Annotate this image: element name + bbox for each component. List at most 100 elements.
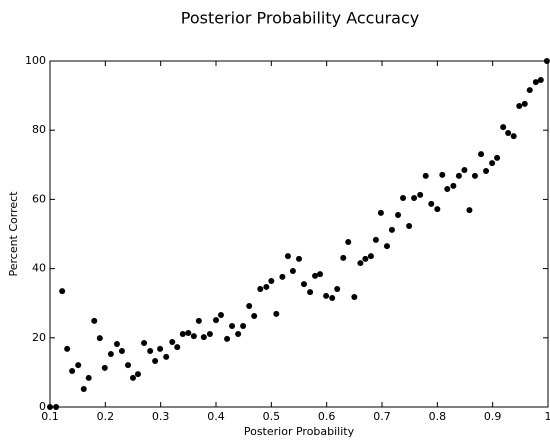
point <box>114 341 120 347</box>
point <box>130 375 136 381</box>
point <box>406 223 412 229</box>
point <box>527 87 533 93</box>
point <box>279 274 285 280</box>
point <box>174 344 180 350</box>
point <box>152 358 158 364</box>
point <box>368 253 374 259</box>
point <box>362 256 368 262</box>
point <box>323 293 329 299</box>
point <box>268 278 274 284</box>
point <box>246 303 252 309</box>
point <box>389 227 395 233</box>
point <box>489 160 495 166</box>
point <box>307 289 313 295</box>
point <box>201 334 207 340</box>
point <box>141 340 147 346</box>
y-tick-label: 80 <box>32 123 46 136</box>
point <box>91 318 97 324</box>
point <box>439 172 445 178</box>
point <box>483 168 489 174</box>
x-tick-label: 0.5 <box>263 410 281 423</box>
point <box>102 365 108 371</box>
point <box>64 346 70 352</box>
point <box>285 253 291 259</box>
point <box>505 130 511 136</box>
point <box>69 368 75 374</box>
point <box>456 173 462 179</box>
point <box>97 335 103 341</box>
point <box>411 195 417 201</box>
point <box>191 333 197 339</box>
point <box>395 212 401 218</box>
x-tick-label: 0.4 <box>207 410 225 423</box>
point <box>224 336 230 342</box>
point <box>538 77 544 83</box>
point <box>472 173 478 179</box>
x-tick-label: 0.6 <box>318 410 336 423</box>
point <box>340 255 346 261</box>
point <box>213 317 219 323</box>
point <box>444 186 450 192</box>
point <box>75 362 81 368</box>
y-tick-label: 0 <box>39 400 46 413</box>
point <box>500 124 506 130</box>
point <box>417 192 423 198</box>
point <box>516 103 522 109</box>
point <box>373 237 379 243</box>
point <box>196 318 202 324</box>
y-tick-label: 60 <box>32 192 46 205</box>
point <box>317 271 323 277</box>
x-tick-label: 1 <box>545 410 550 423</box>
point <box>163 354 169 360</box>
point <box>273 311 279 317</box>
point <box>466 207 472 213</box>
y-tick-label: 20 <box>32 331 46 344</box>
point <box>135 371 141 377</box>
point <box>47 404 53 410</box>
point <box>296 256 302 262</box>
point <box>423 173 429 179</box>
chart-title: Posterior Probability Accuracy <box>181 9 420 28</box>
point <box>108 351 114 357</box>
x-tick-label: 0.8 <box>429 410 447 423</box>
point <box>357 260 363 266</box>
x-axis-label: Posterior Probability <box>244 425 355 438</box>
y-tick-label: 40 <box>32 262 46 275</box>
point <box>301 281 307 287</box>
point <box>147 348 153 354</box>
point <box>125 362 131 368</box>
point <box>185 330 191 336</box>
point <box>180 331 186 337</box>
x-tick-label: 0.3 <box>152 410 170 423</box>
x-tick-label: 0.7 <box>373 410 391 423</box>
point <box>428 201 434 207</box>
point <box>384 243 390 249</box>
point <box>329 295 335 301</box>
point <box>522 101 528 107</box>
x-tick-label: 0.9 <box>484 410 502 423</box>
x-tick-label: 0.2 <box>97 410 115 423</box>
point <box>378 210 384 216</box>
point <box>478 151 484 157</box>
point <box>235 331 241 337</box>
point <box>169 339 175 345</box>
point <box>251 313 257 319</box>
point <box>53 404 59 410</box>
point <box>86 375 92 381</box>
point <box>511 133 517 139</box>
point <box>351 294 357 300</box>
point <box>257 286 263 292</box>
point <box>81 386 87 392</box>
point <box>119 348 125 354</box>
point <box>334 286 340 292</box>
point <box>157 346 163 352</box>
point <box>218 312 224 318</box>
point <box>59 288 65 294</box>
point <box>400 195 406 201</box>
point <box>290 268 296 274</box>
point <box>345 239 351 245</box>
point <box>240 323 246 329</box>
point <box>461 167 467 173</box>
y-axis-label: Percent Correct <box>7 191 20 277</box>
